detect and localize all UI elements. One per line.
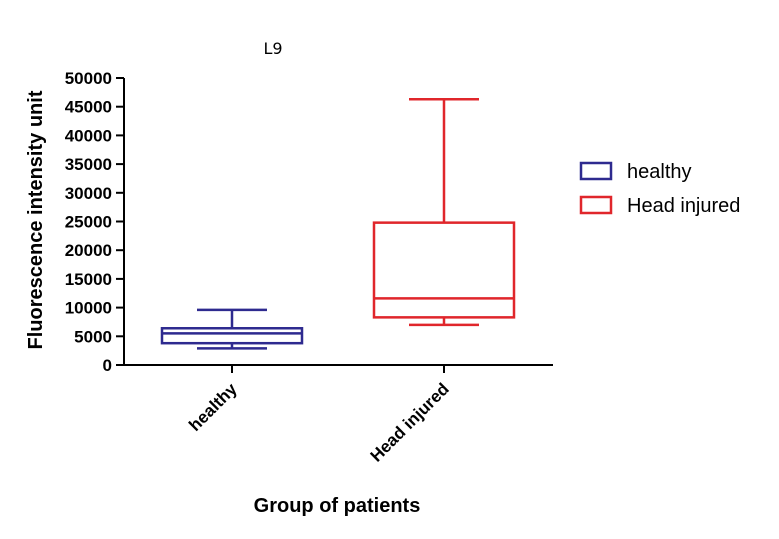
iqr-box bbox=[372, 221, 516, 319]
x-tick-label: healthy bbox=[185, 379, 241, 435]
y-ticks: 0 5000 10000 15000 20000 25000 30000 35000 40000… bbox=[65, 69, 124, 375]
y-tick-label: 40000 bbox=[65, 126, 112, 145]
legend: healthy Head injured bbox=[579, 161, 740, 217]
legend-label-1: healthy bbox=[627, 161, 692, 183]
legend-label-2: Head injured bbox=[627, 195, 740, 217]
y-tick-label: 10000 bbox=[65, 299, 112, 318]
legend-swatch-1 bbox=[579, 161, 613, 181]
y-tick-label: 20000 bbox=[65, 241, 112, 260]
y-tick-label: 25000 bbox=[65, 213, 112, 232]
y-tick-label: 0 bbox=[103, 356, 112, 375]
iqr-box bbox=[160, 327, 304, 345]
box-2 bbox=[372, 97, 516, 327]
box-1 bbox=[160, 308, 304, 350]
x-ticks: healthy Head injured bbox=[185, 365, 453, 466]
chart-title: L9 bbox=[263, 39, 282, 58]
y-tick-label: 35000 bbox=[65, 155, 112, 174]
y-tick-label: 50000 bbox=[65, 69, 112, 88]
x-axis-label: Group of patients bbox=[254, 495, 421, 517]
y-axis-label: Fluorescence intensity unit bbox=[25, 90, 47, 349]
y-tick-label: 45000 bbox=[65, 98, 112, 117]
y-tick-label: 30000 bbox=[65, 184, 112, 203]
y-tick-label: 5000 bbox=[74, 327, 112, 346]
y-tick-label: 15000 bbox=[65, 270, 112, 289]
boxes bbox=[160, 97, 516, 350]
legend-swatch-2 bbox=[579, 195, 613, 215]
x-tick-label: Head injured bbox=[367, 379, 453, 465]
